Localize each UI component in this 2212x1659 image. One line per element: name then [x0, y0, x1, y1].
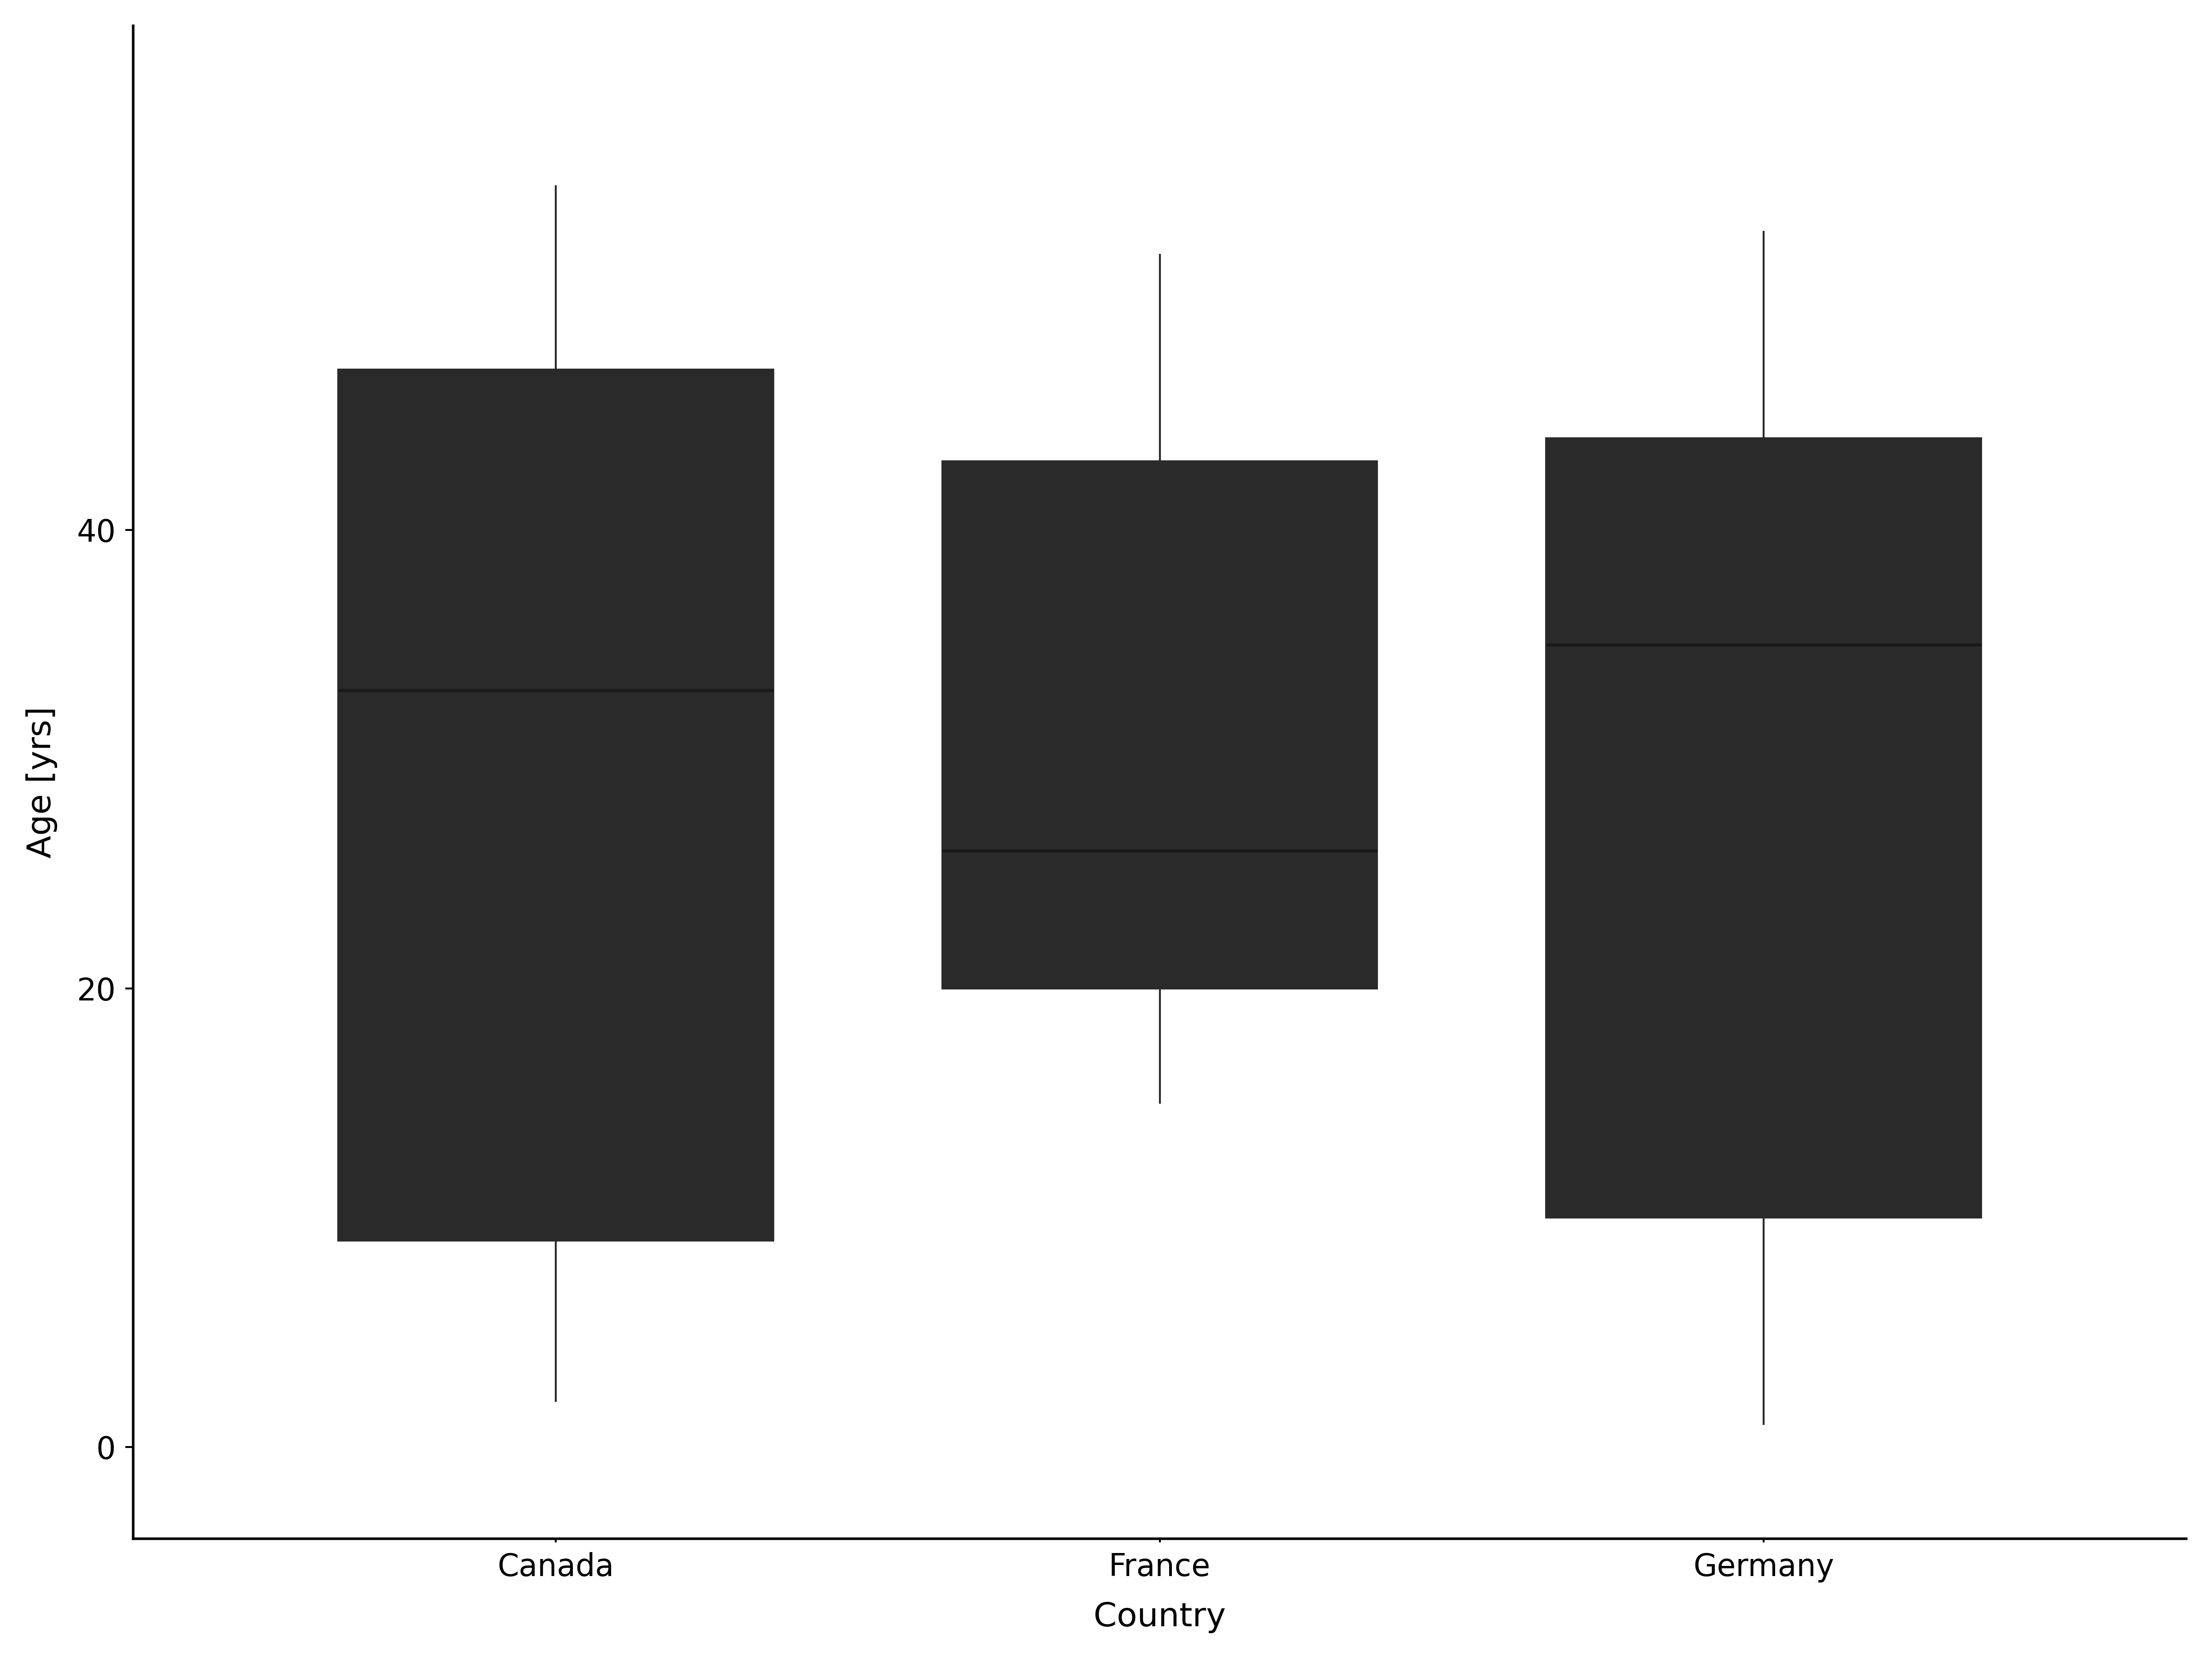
- PathPatch shape: [942, 461, 1378, 989]
- PathPatch shape: [338, 370, 774, 1241]
- Y-axis label: Age [yrs]: Age [yrs]: [27, 707, 58, 858]
- PathPatch shape: [1546, 438, 1982, 1218]
- X-axis label: Country: Country: [1093, 1601, 1225, 1634]
